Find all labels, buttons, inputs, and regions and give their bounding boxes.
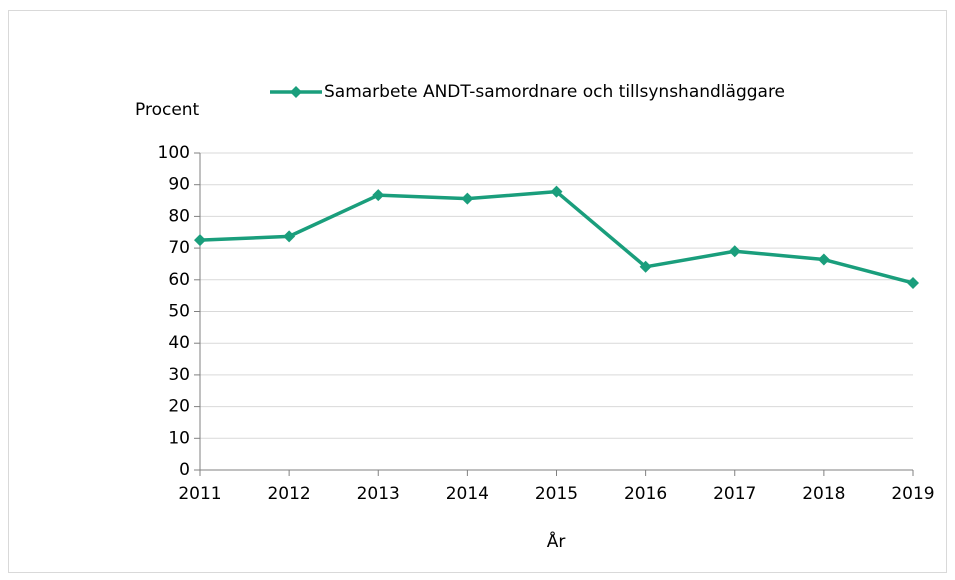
legend-marker: [290, 86, 302, 98]
legend-label: Samarbete ANDT-samordnare och tillsynsha…: [324, 82, 785, 102]
x-tick-label: 2017: [713, 484, 756, 504]
data-point: [639, 260, 652, 273]
y-tick-label: 60: [168, 270, 190, 290]
data-point: [283, 230, 296, 243]
data-point: [550, 185, 563, 198]
data-point: [817, 253, 830, 266]
y-tick-label: 40: [168, 333, 190, 353]
data-point: [728, 245, 741, 258]
data-point: [194, 234, 206, 247]
y-tick-label: 70: [168, 238, 190, 258]
y-tick-label: 50: [168, 302, 190, 322]
x-tick-label: 2011: [178, 484, 221, 504]
y-tick-label: 30: [168, 365, 190, 385]
y-tick-label: 90: [168, 175, 190, 195]
data-point: [372, 189, 385, 202]
x-axis-label: År: [547, 530, 566, 552]
data-point: [461, 192, 474, 205]
y-tick-label: 10: [168, 428, 190, 448]
y-tick-label: 80: [168, 206, 190, 226]
y-tick-label: 20: [168, 397, 190, 417]
x-tick-label: 2019: [891, 484, 934, 504]
x-tick-label: 2014: [446, 484, 489, 504]
x-tick-label: 2016: [624, 484, 667, 504]
y-tick-label: 100: [158, 143, 190, 163]
x-tick-label: 2018: [802, 484, 845, 504]
y-axis-label: Procent: [135, 100, 200, 120]
x-tick-label: 2013: [357, 484, 400, 504]
x-tick-label: 2012: [267, 484, 310, 504]
chart-border: [8, 10, 947, 573]
y-tick-label: 0: [179, 460, 190, 480]
x-tick-label: 2015: [535, 484, 578, 504]
data-point: [907, 276, 919, 289]
